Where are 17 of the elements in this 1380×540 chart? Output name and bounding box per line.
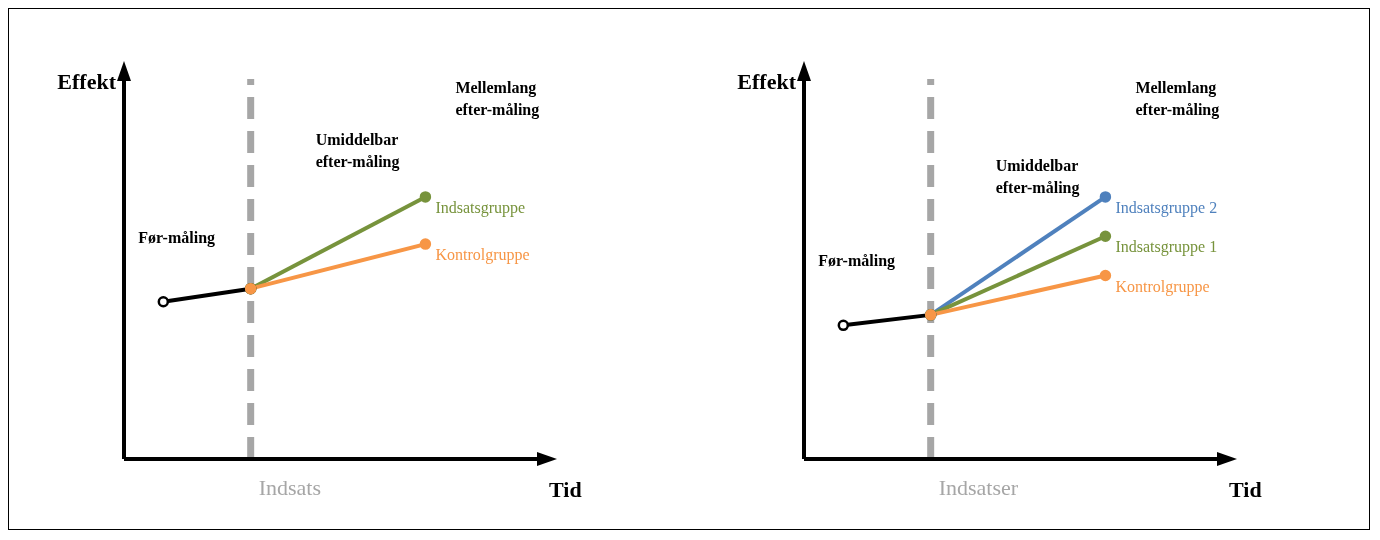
y-axis-title: Effekt	[57, 69, 116, 95]
text: Indsatser	[938, 475, 1019, 501]
x-axis-title: Tid	[1229, 477, 1262, 503]
series-label: Indsatsgruppe 2	[1115, 198, 1218, 217]
series-label: Indsatsgruppe 1	[1115, 238, 1218, 257]
text: Mellemlang efter-måling	[455, 77, 541, 121]
text: Umiddelbar efter-måling	[995, 155, 1081, 199]
y-axis-title: Effekt	[737, 69, 796, 95]
annotation: Før-måling	[138, 227, 217, 249]
text: Indsats	[258, 475, 321, 501]
series-label: Kontrolgruppe	[1115, 277, 1210, 296]
text: Umiddelbar efter-måling	[315, 129, 401, 173]
series-label: Kontrolgruppe	[435, 246, 530, 265]
series-label: Indsatsgruppe	[435, 198, 526, 217]
x-axis-title: Tid	[549, 477, 582, 503]
annotation: Før-måling	[818, 251, 897, 272]
text: Mellemlang efter-måling	[1135, 77, 1221, 121]
